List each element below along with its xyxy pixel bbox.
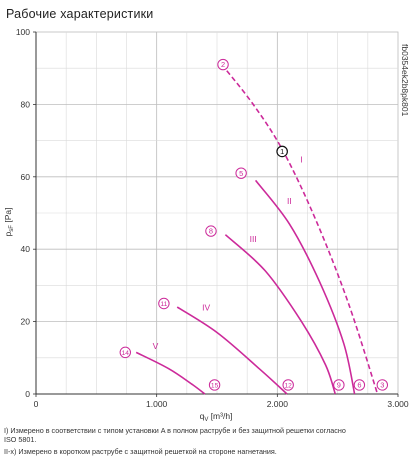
y-axis-label-unit: [Pa] [3, 208, 13, 225]
curve-v [135, 351, 206, 395]
point-marker-label: 8 [209, 227, 213, 236]
curve-label: II [287, 196, 292, 206]
curve-iii [224, 234, 337, 395]
point-marker-label: 14 [122, 350, 130, 357]
point-marker-label: 11 [160, 301, 167, 308]
y-tick-label: 0 [25, 389, 30, 399]
x-axis-label-main: q [200, 411, 205, 421]
point-marker-label: 2 [221, 60, 225, 69]
x-tick-label: 2.000 [267, 399, 289, 409]
point-marker-11 [158, 297, 170, 310]
operating-point-label: 1 [280, 147, 284, 156]
x-tick-label: 0 [34, 399, 39, 409]
point-marker-label: 9 [337, 381, 341, 390]
point-marker-14 [119, 346, 131, 359]
curve-i [221, 64, 379, 395]
point-marker-9 [333, 379, 345, 391]
curve-label: I [300, 154, 302, 164]
x-axis-label-sub: V [204, 417, 208, 423]
side-code: fb0354ek2b8pk801 [400, 44, 410, 117]
point-marker-5 [235, 167, 247, 179]
x-tick-label: 1.000 [146, 399, 168, 409]
x-tick-label: 3.000 [387, 399, 409, 409]
curve-iv [176, 306, 288, 395]
chart-title: Рабочие характеристики [6, 7, 154, 21]
curves [135, 64, 379, 395]
note-measurement-b: II-x) Измерено в коротком раструбе с защ… [4, 447, 277, 456]
x-axis-label-unit: [m³/h] [208, 411, 232, 421]
point-marker-2 [217, 58, 229, 71]
y-tick-label: 20 [21, 317, 31, 327]
grid [35, 31, 399, 395]
curve-label: V [153, 341, 159, 351]
point-marker-label: 5 [239, 169, 243, 178]
y-tick-label: 80 [21, 99, 31, 109]
point-markers: 2 5 8 11 14 15 12 9 6 3 1 [119, 58, 389, 391]
y-tick-label: 40 [21, 244, 31, 254]
point-marker-label: 15 [211, 383, 219, 390]
point-marker-8 [205, 225, 217, 237]
y-axis-label-sub: sF [9, 225, 15, 232]
curve-label: IV [202, 303, 210, 313]
point-marker-label: 3 [380, 381, 384, 390]
point-marker-label: 6 [357, 381, 361, 390]
axes: 0 1.000 2.000 3.000 0 20 40 60 80 100 [16, 27, 409, 409]
y-axis-label: psF [Pa] [3, 208, 15, 237]
point-marker-label: 12 [285, 383, 293, 390]
x-axis-label: qV [m³/h] [200, 411, 233, 423]
note-measurement-a-cont: ISO 5801. [4, 435, 37, 444]
point-marker-3 [376, 379, 389, 391]
point-marker-6 [353, 379, 366, 391]
y-axis-label-main: p [3, 231, 13, 236]
point-marker-12 [282, 379, 294, 391]
point-marker-15 [208, 379, 221, 391]
y-tick-label: 60 [21, 172, 31, 182]
note-measurement-a: I) Измерено в соответствии с типом устан… [4, 426, 346, 435]
curve-label: III [250, 234, 257, 244]
operating-point [276, 145, 288, 158]
curve-ii [254, 179, 356, 395]
y-tick-label: 100 [16, 27, 30, 37]
